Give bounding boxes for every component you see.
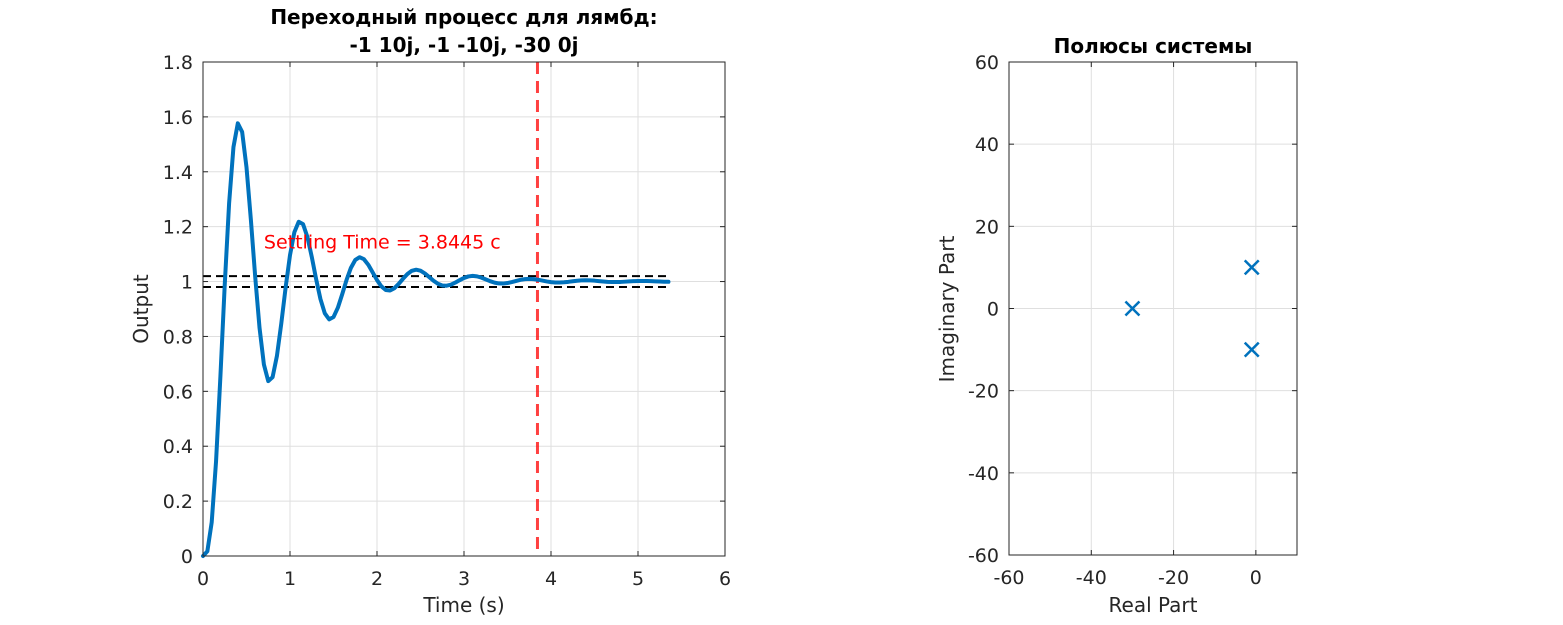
step-plot-ytick-label: 1.8 [163,52,193,74]
poles-plot-xtick-label: -20 [1158,567,1189,589]
step-plot-xlabel: Time (s) [422,593,504,617]
poles-plot-xtick-label: -40 [1076,567,1107,589]
step-plot-xtick-label: 5 [632,568,644,590]
pole-marker [1243,341,1260,358]
step-plot-ytick-label: 1.2 [163,217,193,239]
poles-plot-title: Полюсы системы [1054,34,1253,58]
poles-plot-ylabel: Imaginary Part [935,235,959,382]
step-plot-xtick-label: 0 [197,568,209,590]
step-plot-title-line-1: Переходный процесс для лямбд: [270,5,657,29]
step-plot-ytick-label: 0 [181,546,193,568]
poles-plot-ytick-label: -40 [968,463,999,485]
pole-marker-stroke [1124,300,1141,317]
settling-time-annotation: Settling Time = 3.8445 c [264,232,501,254]
step-plot-ticks: 0 1 2 3 4 5 6 0 0.2 0.4 0.6 0.8 1 1.2 1.4 1.6 1.8 [163,52,731,590]
step-response-plot: Переходный процесс для лямбд: -1 10j, -1… [129,5,731,617]
step-plot-xtick-label: 4 [545,568,557,590]
step-plot-xtick-label: 1 [284,568,296,590]
poles-plot-ytick-label: 40 [975,134,999,156]
step-plot-ytick-label: 1 [181,272,193,294]
pole-marker-stroke [1243,341,1260,358]
step-plot-ytick-label: 0.6 [163,381,193,403]
poles-markers [1124,259,1260,358]
poles-plot-ytick-label: -60 [968,545,999,567]
poles-plot-ytick-label: 20 [975,216,999,238]
step-plot-xtick-label: 2 [371,568,383,590]
step-plot-ytick-label: 0.8 [163,326,193,348]
poles-plot-xtick-label: -60 [993,567,1024,589]
step-plot-xtick-label: 6 [719,568,731,590]
step-plot-ytick-label: 1.6 [163,107,193,129]
step-plot-ylabel: Output [129,274,153,344]
poles-plot: Полюсы системы -60 -40 -20 0 -60 -40 -20 0 20 40 6… [935,34,1298,617]
step-plot-ytick-label: 0.2 [163,491,193,513]
poles-plot-ytick-label: 0 [987,299,999,321]
pole-marker-stroke [1243,259,1260,276]
step-plot-ytick-label: 1.4 [163,162,193,184]
step-plot-title-line-2: -1 10j, -1 -10j, -30 0j [349,33,578,57]
step-plot-ytick-label: 0.4 [163,436,193,458]
step-plot-xtick-label: 3 [458,568,470,590]
pole-marker [1124,300,1141,317]
poles-plot-xtick-label: 0 [1250,567,1262,589]
step-response-line [201,121,671,558]
poles-plot-ticks: -60 -40 -20 0 -60 -40 -20 0 20 40 60 [968,52,1297,589]
pole-marker [1243,259,1260,276]
poles-plot-xlabel: Real Part [1109,593,1198,617]
poles-plot-ytick-label: -20 [968,381,999,403]
poles-plot-ytick-label: 60 [975,52,999,74]
